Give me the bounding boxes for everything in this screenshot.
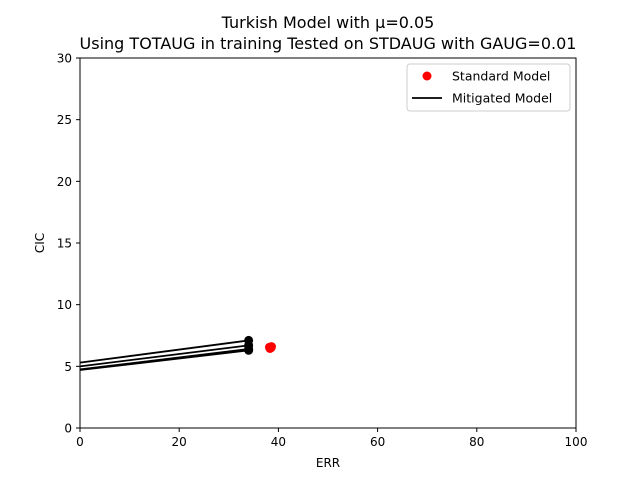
legend-standard-label: Standard Model: [452, 69, 550, 84]
y-tick-label-6: 30: [57, 52, 72, 66]
y-tick-label-3: 15: [57, 237, 72, 251]
mitigated-line-1: [79, 344, 249, 368]
y-tick-label-5: 25: [57, 113, 72, 127]
plot-area: [80, 58, 576, 428]
y-tick-label-0: 0: [64, 422, 72, 436]
mitigated-line-0: [79, 339, 249, 364]
y-tick-label-2: 10: [57, 298, 72, 312]
y-tick-label-1: 5: [64, 360, 72, 374]
x-tick-label-4: 80: [469, 435, 484, 449]
legend-box: [406, 63, 571, 112]
x-tick-label-1: 20: [172, 435, 187, 449]
x-tick-label-5: 100: [565, 435, 588, 449]
standard-point-3: [266, 342, 276, 352]
x-tick-label-0: 0: [76, 435, 84, 449]
chart-title: Turkish Model with μ=0.05: [221, 13, 435, 32]
mitigated-point-3: [244, 345, 254, 355]
x-tick-label-3: 60: [370, 435, 385, 449]
chart-subtitle: Using TOTAUG in training Tested on STDAU…: [80, 34, 577, 53]
series-layer: [79, 335, 276, 371]
legend: Standard Model Mitigated Model: [406, 63, 571, 112]
mitigated-line-3: [79, 349, 249, 371]
legend-standard-marker: [422, 71, 432, 81]
y-axis-label: CIC: [33, 233, 47, 253]
x-axis-ticks: 0 20 40 60 80 100: [76, 428, 587, 449]
x-axis-label: ERR: [316, 456, 340, 470]
x-tick-label-2: 40: [271, 435, 286, 449]
y-axis-ticks: 0 5 10 15 20 25 30: [57, 52, 80, 436]
y-tick-label-4: 20: [57, 175, 72, 189]
legend-mitigated-label: Mitigated Model: [452, 91, 552, 106]
